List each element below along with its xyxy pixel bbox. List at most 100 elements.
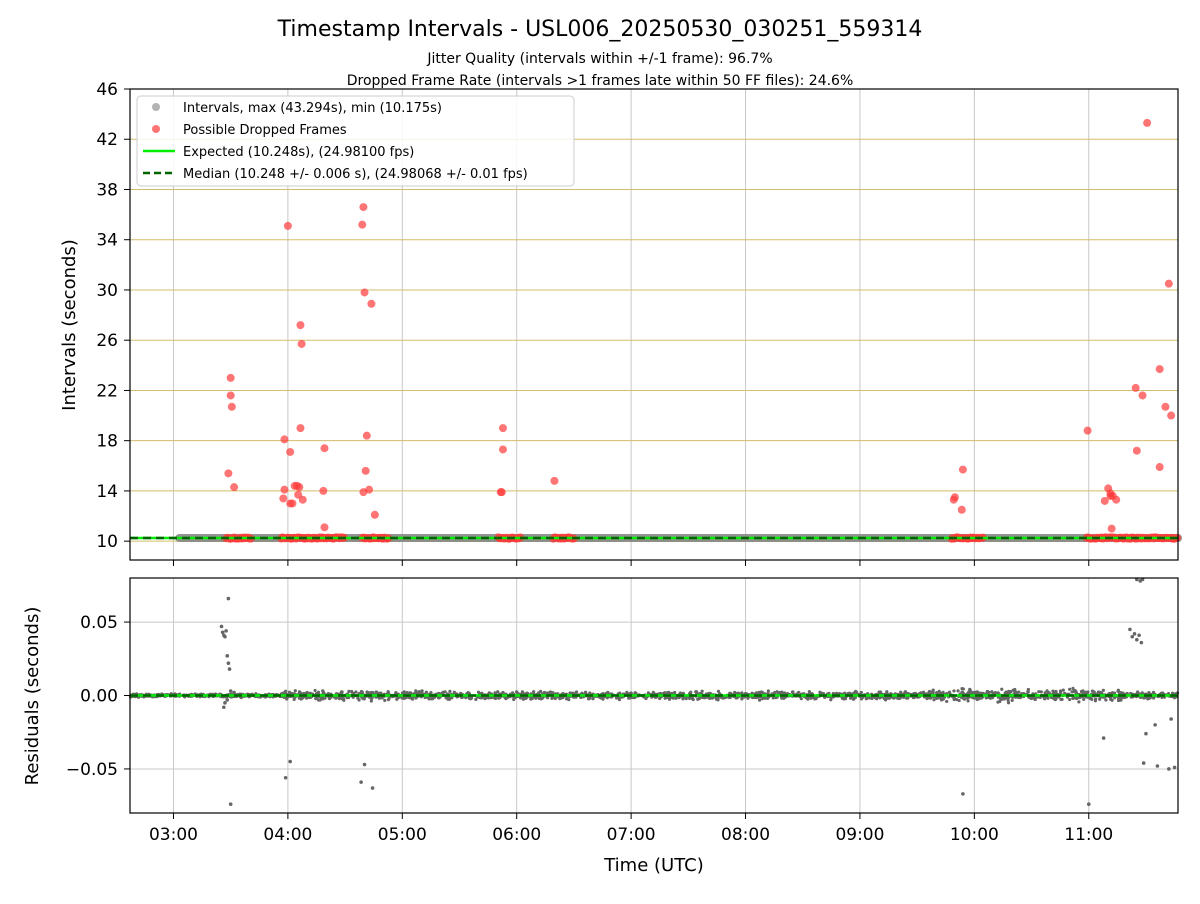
residual-point <box>740 691 744 695</box>
intervals-y-tick-label: 26 <box>96 331 118 351</box>
dropped-frame-point <box>1164 279 1173 288</box>
residual-point <box>225 654 230 658</box>
intervals-grid <box>130 88 1178 560</box>
dropped-frame-point <box>957 505 966 514</box>
intervals-panel: 10 14 18 22 26 30 34 38 42 46 Intervals (seconds)… <box>59 80 1182 566</box>
residual-point <box>222 705 226 710</box>
residual-point <box>783 691 787 695</box>
residual-point <box>841 696 845 700</box>
residual-point <box>322 691 326 695</box>
residual-point <box>395 697 399 701</box>
residual-point <box>766 689 770 693</box>
residual-point <box>957 698 961 703</box>
residual-point <box>474 697 478 701</box>
dropped-frame-point <box>1167 411 1176 420</box>
residual-point <box>932 698 936 702</box>
chart-title: Timestamp Intervals - USL006_20250530_03… <box>277 17 923 42</box>
residual-point <box>287 690 292 694</box>
dropped-frame-point <box>227 402 236 411</box>
residual-point <box>316 690 321 694</box>
residual-point <box>763 696 767 700</box>
residual-point <box>985 690 989 694</box>
intervals-y-tick-label: 30 <box>96 281 118 301</box>
residual-point <box>521 697 526 701</box>
residual-point <box>700 689 704 693</box>
residual-point <box>394 691 398 695</box>
residual-point <box>359 780 363 784</box>
intervals-y-tick-label: 22 <box>96 381 118 401</box>
residual-point <box>970 691 974 695</box>
intervals-y-axis-label: Intervals (seconds) <box>59 239 80 411</box>
residual-point <box>539 689 543 693</box>
residual-point <box>1075 696 1079 701</box>
residual-point <box>708 696 712 700</box>
dropped-frame-point <box>295 483 304 492</box>
dropped-frame-point <box>296 321 305 330</box>
residual-point <box>588 696 592 700</box>
dropped-frame-point <box>1155 463 1164 472</box>
dropped-frame-point <box>298 495 307 504</box>
residual-point <box>1054 697 1058 701</box>
intervals-y-tick-label: 18 <box>96 432 118 452</box>
dropped-frame-point <box>370 510 379 519</box>
residual-point <box>1006 701 1011 705</box>
residual-point <box>400 691 405 695</box>
residual-point <box>993 691 997 695</box>
dropped-frame-point <box>950 493 959 502</box>
residual-point <box>448 689 452 693</box>
residual-point <box>617 698 622 702</box>
chart-subtitle-dropped: Dropped Frame Rate (intervals >1 frames … <box>347 73 854 89</box>
residuals-panel: −0.050.000.05 03:00 04:00 05:00 06:00 07:00 0… <box>22 577 1180 876</box>
residual-point <box>317 698 321 702</box>
residual-point <box>1101 688 1105 692</box>
residual-point <box>628 695 632 700</box>
residual-point <box>799 697 803 701</box>
residual-point <box>504 696 508 701</box>
residual-point <box>941 690 945 694</box>
dropped-frame-point <box>286 447 295 456</box>
residual-point <box>606 690 610 694</box>
residual-point <box>1037 690 1041 694</box>
residual-point <box>1116 689 1120 693</box>
residual-point <box>223 634 227 639</box>
residual-point <box>780 691 784 695</box>
residual-point <box>1093 699 1098 703</box>
residual-point <box>952 689 956 693</box>
residual-point <box>697 696 701 701</box>
legend-label-expected: Expected (10.248s), (24.98100 fps) <box>183 145 414 160</box>
residual-point <box>1128 627 1132 632</box>
residuals-y-tick-label: 0.05 <box>80 613 118 633</box>
residual-point <box>990 690 994 694</box>
residual-point <box>760 697 764 701</box>
dropped-frame-point <box>358 220 367 229</box>
time-x-axis-label: Time (UTC) <box>603 855 704 876</box>
residual-point <box>658 696 662 701</box>
residual-point <box>1137 633 1141 638</box>
residual-point <box>899 690 903 694</box>
residual-point <box>467 696 472 700</box>
residual-point <box>441 690 446 694</box>
dropped-frame-point <box>320 523 329 532</box>
dropped-frame-point <box>1161 402 1170 411</box>
residual-point <box>961 696 965 700</box>
residual-point <box>1167 767 1171 771</box>
residual-point <box>733 690 737 695</box>
residual-point <box>885 690 889 694</box>
residual-point <box>968 687 972 691</box>
residual-point <box>362 762 367 767</box>
residual-point <box>859 690 863 695</box>
time-x-tick-label: 09:00 <box>835 825 884 845</box>
residual-point <box>386 689 390 694</box>
residual-point <box>420 689 424 693</box>
residual-point <box>736 691 740 695</box>
residual-point <box>374 690 378 694</box>
residual-point <box>228 802 233 806</box>
residual-point <box>668 696 672 700</box>
residual-point <box>758 691 762 695</box>
dropped-frame-point <box>319 486 328 495</box>
intervals-y-ticks: 10 14 18 22 26 30 34 38 42 46 <box>96 80 1090 566</box>
residual-point <box>728 691 732 695</box>
residual-point <box>883 696 887 700</box>
residual-point <box>1153 723 1157 727</box>
residual-point <box>1006 698 1010 702</box>
